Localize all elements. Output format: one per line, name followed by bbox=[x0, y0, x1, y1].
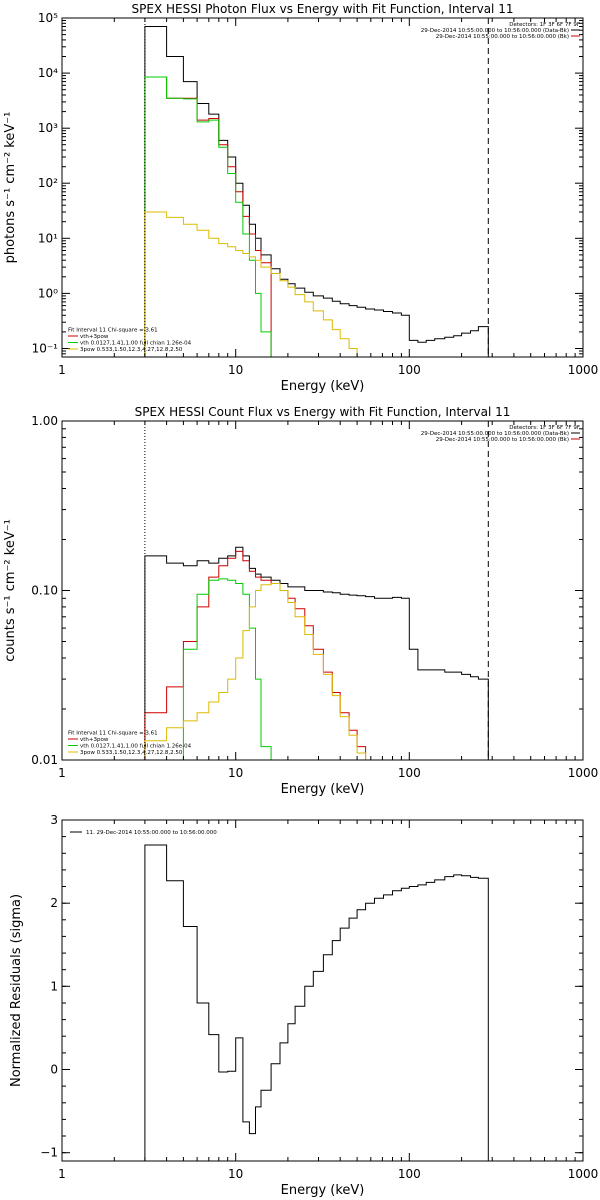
y-tick-label: 0.10 bbox=[31, 584, 58, 598]
legend-entry: 11. 29-Dec-2014 10:55:00.000 to 10:56:00… bbox=[86, 830, 217, 836]
legend-entry: vth+3pow bbox=[80, 334, 109, 340]
legend-entry: Detectors: 1F 3F 6F 7F 9F bbox=[509, 425, 580, 431]
plot-area bbox=[144, 26, 489, 357]
chart-title: SPEX HESSI Count Flux vs Energy with Fit… bbox=[135, 405, 511, 419]
x-tick-label: 100 bbox=[398, 363, 421, 377]
panel-p1: 1 10 100 1000 10⁻¹ 10⁰ 10¹ 10² 10³ 10⁴ 10⁵ SPEX HES… bbox=[3, 2, 598, 394]
x-tick-label: 1000 bbox=[568, 1167, 599, 1181]
legend-entry: vth 0.0127,1.41,1.00 full chian 1.26e-04 bbox=[80, 744, 192, 750]
series-line-1 bbox=[144, 844, 489, 1161]
series-line-4 bbox=[144, 211, 358, 357]
y-axis-label: Normalized Residuals (sigma) bbox=[9, 894, 24, 1087]
y-tick-label: 1.00 bbox=[31, 414, 58, 428]
x-tick-label: 1 bbox=[58, 766, 66, 780]
legend-entry: 29-Dec-2014 10:55:00.000 to 10:56:00.000… bbox=[421, 28, 569, 34]
x-tick-label: 100 bbox=[398, 1167, 421, 1181]
series-line-4 bbox=[144, 583, 367, 760]
y-tick-label: 2 bbox=[50, 896, 58, 910]
x-tick-label: 1 bbox=[58, 363, 66, 377]
legend-entry: 3pow 0.533,1.50,12.3,4.27,12.8,2.50 bbox=[80, 347, 183, 353]
y-tick-label: 10⁵ bbox=[38, 11, 58, 25]
y-tick-label: 1 bbox=[50, 979, 58, 993]
legend-entry: 29-Dec-2014 10:55:00.000 to 10:56:00.000… bbox=[436, 34, 569, 40]
series-line-1 bbox=[144, 546, 489, 760]
series-line-1 bbox=[144, 26, 489, 357]
y-tick-label: 10¹ bbox=[38, 231, 58, 245]
x-axis-label: Energy (keV) bbox=[281, 782, 365, 797]
y-axis-label: counts s⁻¹ cm⁻² keV⁻¹ bbox=[3, 519, 18, 662]
panel-p3: 1 10 100 1000 −1 0 1 2 3 Energy (keV) Normalized R… bbox=[9, 813, 598, 1198]
legend-entry: 29-Dec-2014 10:55:00.000 to 10:56:00.000… bbox=[421, 431, 569, 437]
y-tick-label: 0.01 bbox=[31, 753, 58, 767]
panel-p2: 1 10 100 1000 0.01 0.10 1.00 SPEX HESSI Count F… bbox=[3, 405, 599, 797]
legend-entry: Fit Interval 11 Chi-square = 3.61 bbox=[68, 328, 158, 334]
series-line-3 bbox=[144, 76, 272, 357]
y-tick-label: 10³ bbox=[38, 121, 58, 135]
y-tick-label: 3 bbox=[50, 813, 58, 827]
x-tick-label: 100 bbox=[398, 766, 421, 780]
x-axis-label: Energy (keV) bbox=[281, 379, 365, 394]
x-tick-label: 10 bbox=[228, 766, 243, 780]
plot-area bbox=[144, 844, 489, 1161]
y-tick-label: 10⁻¹ bbox=[32, 342, 59, 356]
legend-entry: Fit Interval 11 Chi-square = 3.61 bbox=[68, 731, 158, 737]
x-tick-label: 1 bbox=[58, 1167, 66, 1181]
axes-frame bbox=[61, 17, 584, 358]
x-tick-label: 10 bbox=[228, 363, 243, 377]
x-tick-label: 1000 bbox=[568, 766, 599, 780]
x-tick-label: 1000 bbox=[568, 363, 599, 377]
y-tick-label: 10⁴ bbox=[38, 66, 58, 80]
y-tick-label: −1 bbox=[40, 1146, 58, 1160]
chart-title: SPEX HESSI Photon Flux vs Energy with Fi… bbox=[132, 2, 514, 16]
legend-entry: 3pow 0.533,1.50,12.3,4.27,12.8,2.50 bbox=[80, 750, 183, 756]
y-axis-label: photons s⁻¹ cm⁻² keV⁻¹ bbox=[3, 112, 18, 264]
series-line-3 bbox=[182, 578, 272, 760]
legend-entry: vth+3pow bbox=[80, 737, 109, 743]
y-tick-label: 10² bbox=[38, 176, 58, 190]
y-tick-label: 10⁰ bbox=[38, 286, 58, 300]
legend-entry: 29-Dec-2014 10:55:00.000 to 10:56:00.000… bbox=[436, 437, 569, 443]
x-axis-label: Energy (keV) bbox=[281, 1183, 365, 1198]
x-tick-label: 10 bbox=[228, 1167, 243, 1181]
plot-area bbox=[144, 546, 489, 760]
y-tick-label: 0 bbox=[50, 1063, 58, 1077]
axes-frame bbox=[61, 819, 584, 1162]
legend-entry: Detectors: 1F 3F 6F 7F 9F bbox=[509, 22, 580, 28]
legend-entry: vth 0.0127,1.41,1.00 full chian 1.26e-04 bbox=[80, 341, 192, 347]
